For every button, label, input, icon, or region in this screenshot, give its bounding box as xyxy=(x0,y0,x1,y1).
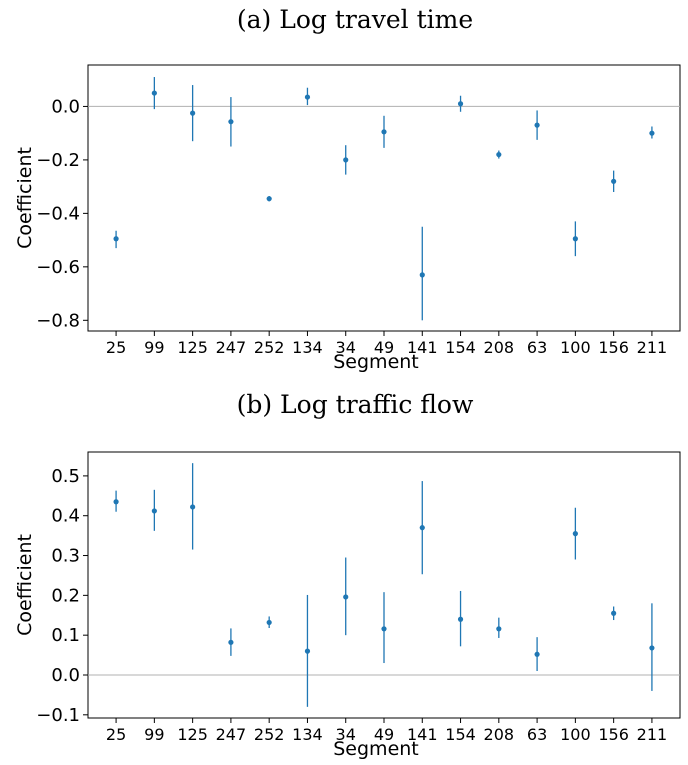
y-tick-label: 0.1 xyxy=(51,625,80,646)
x-tick-label: 156 xyxy=(598,338,629,357)
x-tick-label: 34 xyxy=(336,338,356,357)
data-point xyxy=(190,504,196,510)
x-tick-label: 247 xyxy=(216,725,247,744)
data-point xyxy=(151,90,157,96)
data-point xyxy=(304,648,311,654)
x-axis-label: Segment xyxy=(333,738,419,760)
data-point xyxy=(572,531,578,537)
data-point xyxy=(113,236,119,242)
x-tick-label: 99 xyxy=(144,338,164,357)
data-point xyxy=(151,508,157,514)
y-tick-label: 0.0 xyxy=(51,96,80,117)
data-point xyxy=(457,616,464,622)
y-tick-label: −0.4 xyxy=(36,203,80,224)
x-tick-label: 247 xyxy=(216,338,247,357)
y-tick-label: −0.8 xyxy=(36,310,80,331)
y-tick-label: 0.5 xyxy=(51,466,80,487)
data-point xyxy=(419,525,425,531)
x-tick-label: 211 xyxy=(637,725,668,744)
data-point xyxy=(266,196,272,202)
x-tick-label: 156 xyxy=(598,725,629,744)
y-tick-label: −0.6 xyxy=(36,257,80,278)
data-point xyxy=(534,122,540,128)
data-point xyxy=(649,130,655,136)
y-tick-label: 0.2 xyxy=(51,585,80,606)
y-axis-ticks: 0.5 0.4 0.3 0.2 0.1 0.0 −0.1 xyxy=(36,466,88,726)
x-tick-label: 25 xyxy=(106,338,126,357)
data-point xyxy=(457,101,464,107)
x-tick-label: 34 xyxy=(336,725,356,744)
x-axis-ticks: 25 99 125 247 252 134 34 49 141 154 208 63 100 156 211 xyxy=(106,331,667,357)
x-tick-label: 49 xyxy=(374,338,394,357)
data-point xyxy=(649,645,655,651)
x-tick-label: 141 xyxy=(407,725,438,744)
data-marks xyxy=(113,463,655,707)
data-point xyxy=(419,272,425,278)
x-tick-label: 100 xyxy=(560,338,591,357)
x-tick-label: 49 xyxy=(374,725,394,744)
data-point xyxy=(572,236,578,242)
x-tick-label: 252 xyxy=(254,725,285,744)
x-tick-label: 154 xyxy=(445,725,476,744)
panel-title: (b) Log traffic flow xyxy=(237,390,474,419)
data-marks xyxy=(113,77,655,321)
data-point xyxy=(266,619,272,626)
x-axis-label: Segment xyxy=(333,351,419,373)
x-tick-label: 252 xyxy=(254,338,285,357)
data-point xyxy=(381,129,387,135)
x-tick-label: 125 xyxy=(177,725,208,744)
data-point xyxy=(304,94,311,100)
data-point xyxy=(190,110,196,116)
x-tick-label: 134 xyxy=(292,725,323,744)
x-tick-label: 100 xyxy=(560,725,591,744)
data-point xyxy=(611,178,617,184)
y-tick-label: 0.4 xyxy=(51,506,80,527)
panel-title: (a) Log travel time xyxy=(237,5,473,34)
x-tick-label: 154 xyxy=(445,338,476,357)
x-tick-label: 125 xyxy=(177,338,208,357)
data-point xyxy=(611,610,617,616)
x-tick-label: 63 xyxy=(527,725,547,744)
x-tick-label: 208 xyxy=(484,725,515,744)
x-tick-label: 211 xyxy=(637,338,668,357)
panel-log-travel-time: (a) Log travel time 0.0−0.2−0.4−0.6−0.8 … xyxy=(14,5,681,373)
y-axis-label: Coefficient xyxy=(14,147,36,249)
data-point xyxy=(228,119,234,125)
data-point xyxy=(496,151,502,158)
data-point xyxy=(343,594,349,600)
data-point xyxy=(534,651,540,657)
x-tick-label: 208 xyxy=(484,338,515,357)
data-point xyxy=(343,157,349,163)
data-point xyxy=(113,499,119,505)
y-axis-ticks: 0.0 −0.2 −0.4 −0.6 −0.8 xyxy=(36,96,88,331)
x-axis-ticks: 25 99 125 247 252 134 34 49 141 154 208 63 100 156 211 xyxy=(106,718,667,744)
x-tick-label: 99 xyxy=(144,725,164,744)
y-tick-label: 0.3 xyxy=(51,546,80,567)
x-tick-label: 134 xyxy=(292,338,323,357)
y-axis-label: Coefficient xyxy=(14,534,36,636)
y-tick-label: −0.2 xyxy=(36,150,80,171)
panel-log-traffic-flow: (b) Log traffic flow 0.5 0.4 0.3 0.2 0.1 0.0 −… xyxy=(14,390,681,760)
data-point xyxy=(496,626,502,632)
data-point xyxy=(228,639,234,645)
data-point xyxy=(381,626,387,632)
y-tick-label: 0.0 xyxy=(51,665,80,686)
plot-frame xyxy=(87,451,681,719)
x-tick-label: 141 xyxy=(407,338,438,357)
plot-frame xyxy=(87,64,681,332)
x-tick-label: 25 xyxy=(106,725,126,744)
x-tick-label: 63 xyxy=(527,338,547,357)
y-tick-label: −0.1 xyxy=(36,705,80,726)
